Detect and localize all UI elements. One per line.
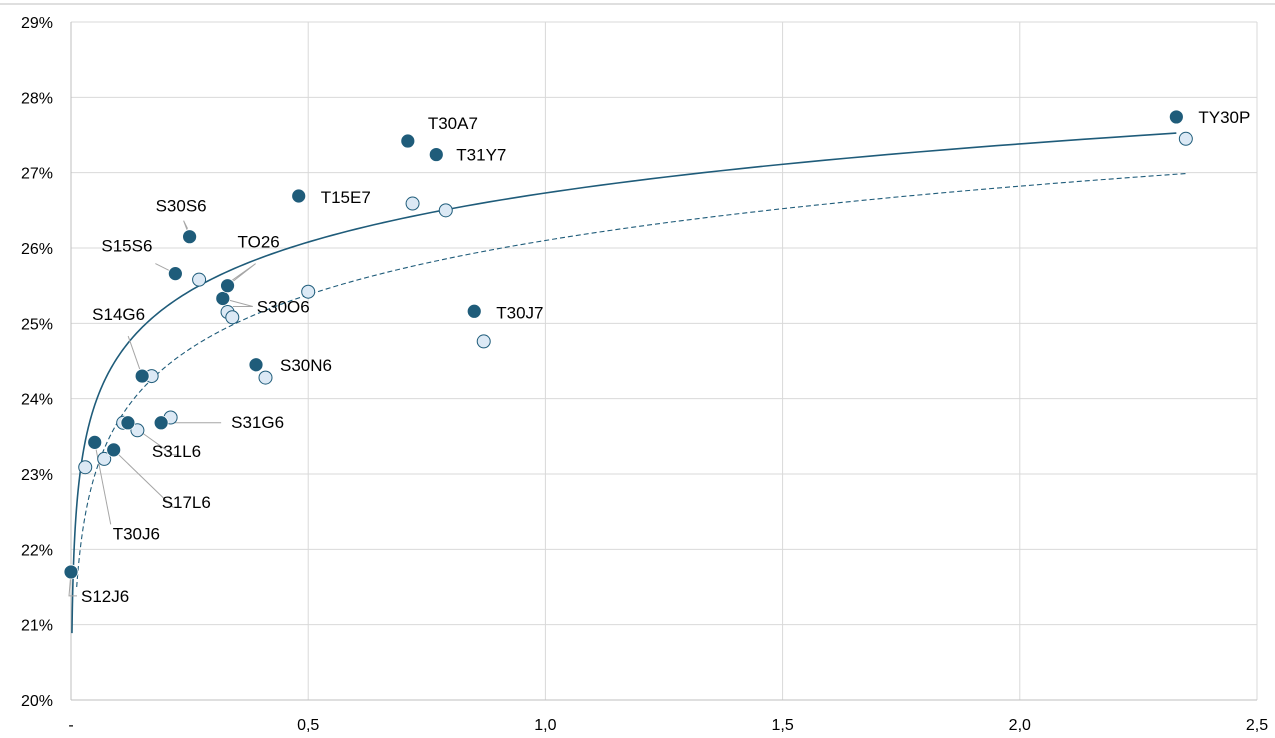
- point-label: S30O6: [257, 297, 310, 316]
- point-label: T30J7: [496, 303, 543, 322]
- point-label: T31Y7: [456, 146, 506, 165]
- point-label: S14G6: [92, 305, 145, 324]
- open-point: [192, 272, 207, 287]
- open-point: [405, 196, 420, 211]
- filled-point: [87, 434, 103, 450]
- filled-point: [1168, 109, 1184, 125]
- y-tick-label: 22%: [21, 542, 53, 559]
- point-label: T15E7: [321, 188, 371, 207]
- y-tick-label: 21%: [21, 618, 53, 635]
- y-tick-label: 24%: [21, 392, 53, 409]
- x-tick-label: 2,0: [1009, 717, 1031, 734]
- trendline-solid: [71, 132, 1177, 634]
- point-label: TO26: [238, 233, 280, 252]
- filled-point: [220, 278, 235, 294]
- y-tick-label: 27%: [21, 166, 53, 183]
- filled-point: [63, 564, 79, 580]
- point-label: S15S6: [101, 237, 152, 256]
- leader-line: [68, 571, 77, 597]
- point-label: S17L6: [162, 493, 211, 512]
- x-tick-label: 1,5: [771, 717, 793, 734]
- open-point: [225, 310, 240, 325]
- data-points: [63, 109, 1193, 580]
- filled-point: [466, 303, 482, 319]
- y-tick-label: 25%: [21, 316, 53, 333]
- point-label: S31L6: [152, 442, 201, 461]
- leader-line: [113, 449, 175, 509]
- point-label: S12J6: [81, 587, 129, 606]
- filled-point: [167, 266, 183, 282]
- leader-lines: [68, 220, 256, 597]
- point-label: TY30P: [1198, 108, 1250, 127]
- open-point: [78, 460, 93, 475]
- y-tick-label: 20%: [21, 693, 53, 710]
- open-point: [258, 370, 273, 385]
- filled-point: [134, 368, 150, 384]
- point-label: S31G6: [231, 413, 284, 432]
- filled-point: [153, 415, 169, 431]
- open-point: [476, 334, 491, 349]
- filled-point: [248, 357, 264, 373]
- filled-point: [215, 291, 231, 306]
- y-tick-label: 28%: [21, 90, 53, 107]
- point-label: T30A7: [428, 114, 478, 133]
- x-tick-label: 0,5: [297, 717, 319, 734]
- grid: [0, 3, 1275, 701]
- leader-line: [227, 263, 256, 287]
- x-tick-label: 2,5: [1246, 717, 1268, 734]
- point-label: S30N6: [280, 356, 332, 375]
- filled-point: [428, 147, 444, 162]
- open-point: [301, 284, 316, 299]
- x-tick-label: 1,0: [534, 717, 556, 734]
- open-point: [438, 203, 453, 218]
- trendlines: [71, 132, 1186, 634]
- y-tick-label: 23%: [21, 467, 53, 484]
- open-point: [97, 451, 112, 466]
- point-label: S30S6: [156, 197, 207, 216]
- open-point: [1178, 131, 1193, 146]
- tick-labels: 20% 21% 22% 23% 24% 25% 26% 27% 28% 29% - 0,5 1,0 1,5…: [21, 15, 1268, 734]
- leader-line: [94, 442, 112, 525]
- filled-point: [291, 188, 307, 204]
- filled-point: [400, 133, 416, 149]
- point-label: T30J6: [113, 524, 160, 543]
- open-point: [130, 423, 145, 438]
- filled-point: [106, 442, 122, 458]
- y-tick-label: 29%: [21, 15, 53, 32]
- filled-point: [182, 229, 198, 245]
- filled-point: [120, 415, 136, 431]
- x-tick-label: -: [68, 717, 73, 734]
- leader-line: [222, 297, 253, 307]
- y-tick-label: 26%: [21, 241, 53, 258]
